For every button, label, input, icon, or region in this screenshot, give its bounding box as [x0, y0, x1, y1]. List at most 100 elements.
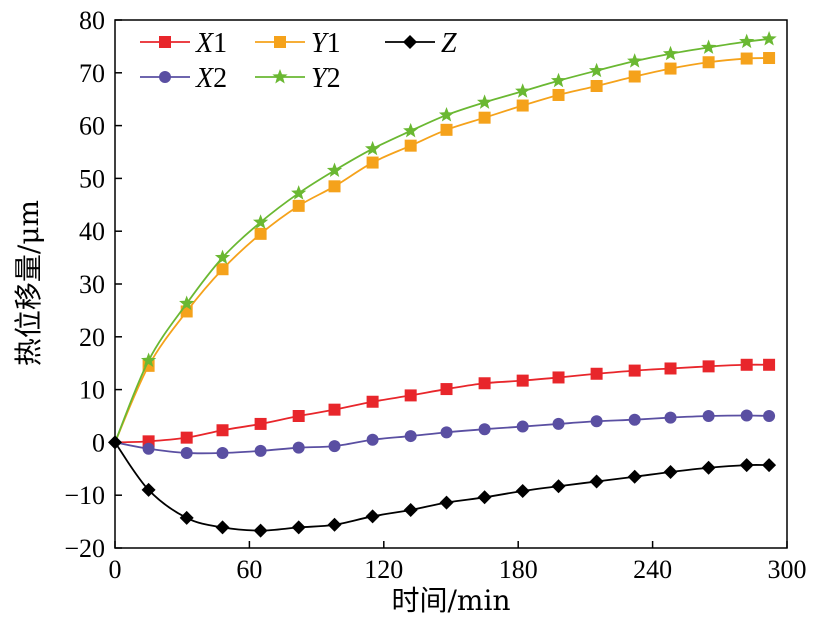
series-y1-point [516, 99, 529, 112]
y-tick-label: 20 [79, 323, 105, 352]
legend-item-y2: Y2 [255, 63, 341, 94]
series-x2-point [552, 417, 565, 430]
x-tick-label: 300 [768, 555, 807, 584]
x-tick-label: 60 [236, 555, 262, 584]
legend-marker-y2 [272, 69, 288, 84]
series-z-point [762, 458, 777, 473]
series-layer [108, 31, 777, 538]
series-x1-point [590, 367, 603, 380]
y-tick-label: 50 [79, 164, 105, 193]
series-x1-point [628, 364, 641, 377]
series-y1-point [328, 180, 341, 193]
y-tick-label: 0 [92, 428, 105, 457]
series-z-point [663, 464, 678, 479]
series-y1-point [404, 139, 417, 152]
series-z-point [739, 458, 754, 473]
series-y1-point [763, 52, 776, 65]
series-y1-point [254, 227, 267, 240]
series-z-point [141, 482, 156, 497]
series-z-line [114, 441, 770, 532]
series-z-point [477, 490, 492, 505]
series-x2-point [702, 410, 715, 422]
legend-label: X2 [195, 63, 227, 94]
series-y1-point [702, 56, 715, 69]
series-y1-point [478, 111, 491, 124]
series-x2-point [516, 420, 529, 433]
x-tick-labels: 0 60 120 180 240 300 [109, 555, 807, 584]
legend-item-x1: X1 [140, 28, 227, 59]
series-x1-point [328, 403, 341, 416]
y-tick-label: 60 [79, 112, 105, 141]
legend-item-z: Z [385, 28, 457, 59]
series-x1-point [740, 358, 753, 371]
series-y1-point [664, 62, 677, 75]
series-y1 [114, 52, 776, 443]
series-y1-point [292, 199, 305, 212]
series-x1-point [404, 389, 417, 402]
legend-label: Y1 [311, 28, 341, 59]
series-z [114, 441, 777, 538]
series-y1-point [552, 88, 565, 101]
series-x1-point [763, 358, 776, 371]
x-axis-title: 时间/min [392, 584, 511, 617]
series-x2-point [740, 409, 753, 422]
series-x1-point [216, 424, 229, 437]
series-y1-point [628, 70, 641, 83]
legend-item-x2: X2 [140, 63, 227, 94]
series-y2-point [214, 249, 231, 265]
series-y2-point [761, 31, 777, 46]
series-x1-point [180, 431, 193, 444]
series-x2-point [404, 430, 417, 443]
y-axis-title: 热位移量/μm [12, 200, 45, 366]
series-x2-point [628, 413, 641, 426]
legend-marker-z [403, 35, 417, 49]
y-tick-label: −10 [64, 481, 105, 510]
series-x2-point [763, 410, 776, 422]
series-x2-point [254, 444, 267, 457]
series-x1-point [440, 383, 453, 396]
y-tick-label: 30 [79, 270, 105, 299]
series-x1-point [552, 371, 565, 384]
legend-item-y1: Y1 [255, 28, 341, 59]
x-tick-label: 0 [109, 555, 122, 584]
legend: X1 X2 Y1 Y2 Z [140, 28, 457, 94]
series-x1-point [366, 395, 379, 408]
series-y2-point [550, 72, 567, 88]
series-x2-point [180, 446, 193, 459]
series-z-point [108, 435, 122, 450]
series-x1-point [664, 362, 677, 375]
series-z-point [291, 520, 306, 535]
series-x1-point [254, 417, 267, 430]
series-x2-point [366, 433, 379, 446]
series-y2-point [515, 83, 531, 98]
series-y2-point [438, 107, 455, 122]
series-z-point [365, 509, 380, 524]
series-y2-point [662, 45, 679, 61]
series-y2-point [252, 214, 269, 229]
series-x2-point [478, 423, 491, 436]
series-z-point [515, 483, 530, 498]
series-y2-point [326, 162, 343, 177]
y-tick-labels: −20 −10 0 10 20 30 40 50 60 70 80 [64, 6, 105, 563]
series-y2-point [476, 94, 493, 109]
y-tick-label: 80 [79, 6, 105, 35]
series-z-point [253, 523, 268, 538]
plot-frame [114, 19, 788, 549]
series-y2-point [739, 33, 755, 49]
tick-marks [114, 19, 788, 549]
series-z-point [327, 517, 342, 532]
series-y2-point [179, 295, 195, 311]
series-y2-point [403, 122, 419, 138]
series-x2-point [216, 446, 229, 459]
legend-marker-x1 [159, 36, 171, 48]
series-x2 [114, 409, 776, 459]
series-z-point [627, 469, 642, 484]
legend-marker-y1 [274, 36, 286, 48]
plot-border [114, 19, 788, 549]
y-tick-label: 10 [79, 376, 105, 405]
series-x1-point [478, 377, 491, 390]
series-x1-point [702, 360, 715, 373]
series-z-point [179, 510, 194, 525]
x-tick-label: 180 [499, 555, 538, 584]
series-x2-point [292, 441, 305, 454]
